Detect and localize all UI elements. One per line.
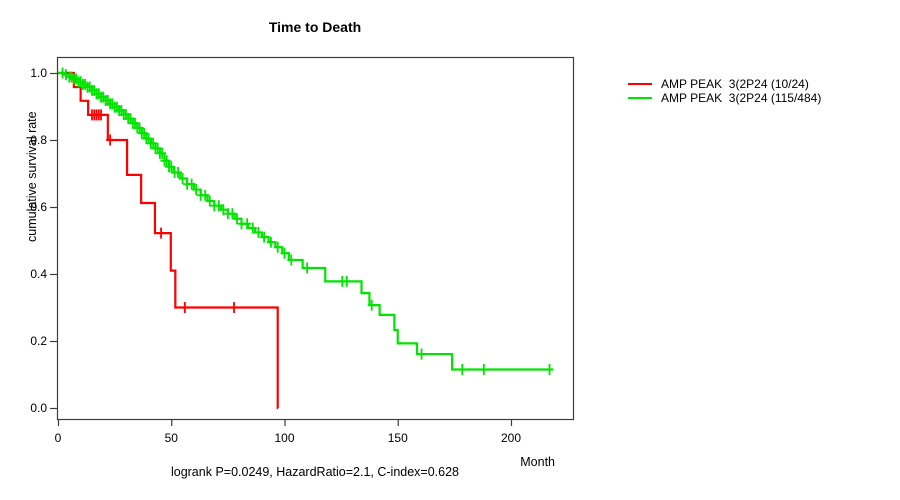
plot-title: Time to Death [268, 19, 362, 35]
y-tick-label: 0.4 [30, 267, 47, 281]
x-axis-title: Month [520, 455, 555, 469]
legend-line-sample [628, 97, 652, 99]
km-curve-red [58, 71, 279, 410]
y-tick-label: 0.2 [30, 334, 47, 348]
legend-row: AMP PEAK 3(2P24 (115/484) [628, 91, 821, 105]
censor-marks-green [58, 67, 554, 375]
legend: AMP PEAK 3(2P24 (10/24) AMP PEAK 3(2P24 (… [628, 77, 821, 105]
km-curve-green [58, 71, 553, 371]
legend-row: AMP PEAK 3(2P24 (10/24) [628, 77, 821, 91]
plot-frame [56, 56, 575, 421]
y-tick-label: 0.6 [30, 200, 47, 214]
legend-label: AMP PEAK 3(2P24 (10/24) [661, 77, 809, 91]
x-tick-label: 100 [274, 431, 295, 445]
stats-caption: logrank P=0.0249, HazardRatio=2.1, C-ind… [170, 465, 460, 479]
y-tick-label: 0.8 [30, 133, 47, 147]
x-tick-label: 150 [387, 431, 408, 445]
x-tick-label: 50 [164, 431, 178, 445]
x-tick-label: 0 [54, 431, 62, 445]
censor-marks-red [87, 109, 238, 313]
y-tick-label: 1.0 [30, 66, 47, 80]
legend-label: AMP PEAK 3(2P24 (115/484) [661, 91, 822, 105]
y-tick-label: 0.0 [30, 401, 47, 415]
x-tick-label: 200 [500, 431, 522, 445]
legend-line-sample [628, 83, 652, 85]
